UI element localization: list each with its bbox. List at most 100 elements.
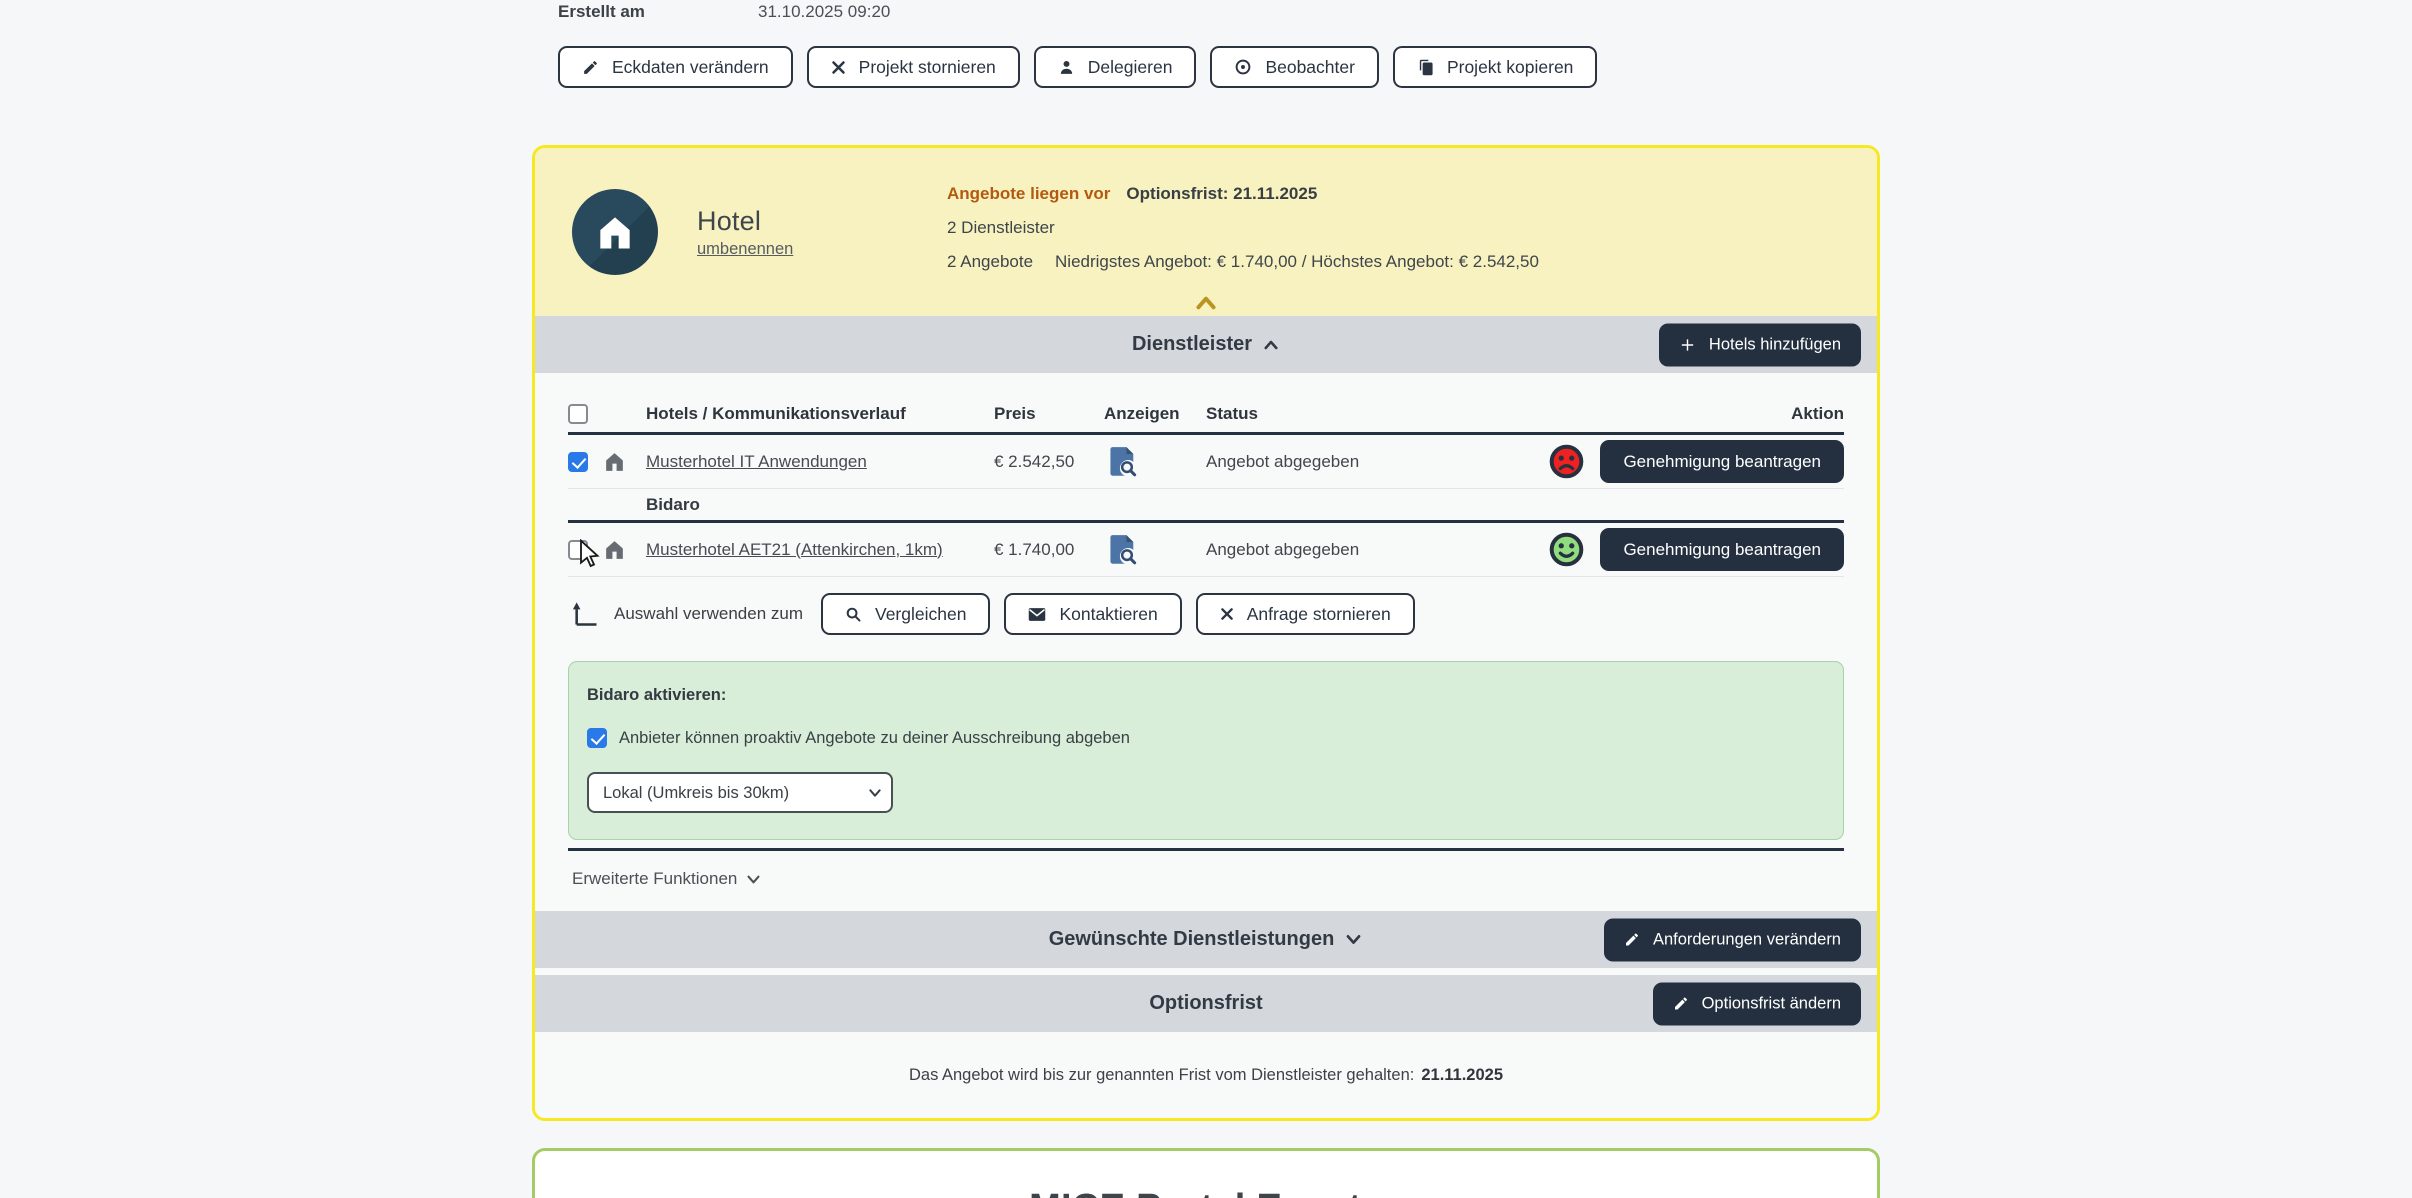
edit-core-data-button[interactable]: Eckdaten verändern: [558, 46, 793, 88]
selection-actions-row: Auswahl verwenden zum Vergleichen Kontak…: [568, 593, 1844, 635]
deadline-section-title-wrap: Optionsfrist: [1149, 992, 1262, 1015]
column-header-action: Aktion: [1791, 403, 1844, 423]
add-hotels-label: Hotels hinzufügen: [1708, 335, 1841, 353]
created-label: Erstellt am: [558, 2, 645, 21]
change-deadline-label: Optionsfrist ändern: [1701, 994, 1841, 1012]
status-cell: Angebot abgegeben: [1206, 451, 1360, 471]
copy-project-label: Projekt kopieren: [1446, 56, 1574, 77]
chevron-down-icon: [745, 873, 762, 886]
advanced-functions-link[interactable]: Erweiterte Funktionen: [568, 869, 1844, 895]
deadline-section-title: Optionsfrist: [1149, 992, 1263, 1014]
arrow-up-from-line-icon: [572, 601, 600, 627]
offer-summary: Angebote liegen vor Optionsfrist: 21.11.…: [947, 184, 1539, 272]
bidaro-panel: Bidaro aktivieren: Anbieter können proak…: [568, 661, 1844, 840]
deadline-note: Das Angebot wird bis zur genannten Frist…: [535, 1032, 1877, 1118]
bidaro-title: Bidaro aktivieren:: [587, 686, 727, 704]
compare-label: Vergleichen: [874, 603, 967, 624]
cancel-request-button[interactable]: Anfrage stornieren: [1195, 593, 1415, 635]
offers-count: 2 Angebote: [947, 252, 1034, 271]
providers-section-title: Dienstleister: [1131, 333, 1253, 355]
column-header-status: Status: [1206, 403, 1258, 423]
radius-select[interactable]: Lokal (Umkreis bis 30km): [587, 772, 893, 813]
selection-label: Auswahl verwenden zum: [614, 604, 803, 623]
providers-count: 2 Dienstleister: [947, 218, 1055, 237]
person-icon: [1058, 59, 1075, 76]
add-hotels-button[interactable]: Hotels hinzufügen: [1658, 323, 1861, 366]
copy-project-button[interactable]: Projekt kopieren: [1392, 46, 1598, 88]
chevron-up-icon[interactable]: [1193, 294, 1219, 312]
column-header-price: Preis: [994, 403, 1036, 423]
frown-face-icon: [1548, 443, 1585, 480]
compare-button[interactable]: Vergleichen: [820, 593, 991, 635]
contact-button[interactable]: Kontaktieren: [1004, 593, 1182, 635]
x-icon: [1220, 607, 1234, 621]
edit-core-data-label: Eckdaten verändern: [612, 56, 769, 77]
mice-portal-events-card: MICE Portal Events Hier können Sie weite…: [532, 1148, 1880, 1198]
table-bottom-divider: [568, 848, 1844, 851]
price-cell: € 2.542,50: [994, 451, 1075, 471]
option-deadline: Optionsfrist: 21.11.2025: [1126, 184, 1318, 203]
envelope-icon: [1028, 607, 1046, 622]
table-row: Musterhotel IT Anwendungen € 2.542,50 An…: [568, 435, 1844, 489]
document-search-icon[interactable]: [1108, 534, 1138, 566]
hotel-project-card: Hotel umbenennen Angebote liegen vor Opt…: [532, 145, 1880, 1121]
status-cell: Angebot abgegeben: [1206, 539, 1360, 559]
deadline-section-bar: Optionsfrist Optionsfrist ändern: [535, 975, 1877, 1032]
copy-icon: [1417, 59, 1434, 76]
x-icon: [831, 60, 846, 75]
column-header-hotels: Hotels / Kommunikationsverlauf: [646, 403, 906, 423]
change-requirements-button[interactable]: Anforderungen verändern: [1603, 918, 1861, 961]
created-value: 31.10.2025 09:20: [758, 2, 891, 21]
rename-link[interactable]: umbenennen: [697, 239, 794, 258]
table-row: Musterhotel AET21 (Attenkirchen, 1km) € …: [568, 523, 1844, 577]
chevron-up-icon: [1262, 338, 1280, 352]
request-approval-button[interactable]: Genehmigung beantragen: [1600, 528, 1844, 571]
advanced-functions-label: Erweiterte Funktionen: [572, 869, 738, 888]
row-checkbox[interactable]: [568, 539, 588, 560]
cancel-project-button[interactable]: Projekt stornieren: [806, 46, 1020, 88]
cancel-project-label: Projekt stornieren: [858, 56, 996, 77]
bidaro-checkbox-label: Anbieter können proaktiv Angebote zu dei…: [619, 728, 1130, 747]
delegate-button[interactable]: Delegieren: [1033, 46, 1197, 88]
request-approval-button[interactable]: Genehmigung beantragen: [1600, 440, 1844, 483]
pencil-icon: [1673, 996, 1689, 1012]
house-icon: [602, 449, 627, 474]
chevron-down-icon: [1344, 932, 1363, 947]
hotel-card-header: Hotel umbenennen Angebote liegen vor Opt…: [535, 148, 1877, 316]
hotel-link[interactable]: Musterhotel AET21 (Attenkirchen, 1km): [646, 539, 943, 559]
table-header-row: Hotels / Kommunikationsverlauf Preis Anz…: [568, 395, 1844, 435]
plus-icon: [1679, 336, 1696, 353]
project-toolbar: Eckdaten verändern Projekt stornieren De…: [532, 46, 1880, 88]
change-deadline-button[interactable]: Optionsfrist ändern: [1652, 982, 1861, 1025]
provider-group-row: Bidaro: [568, 489, 1844, 523]
offers-range: Niedrigstes Angebot: € 1.740,00 / Höchst…: [1055, 252, 1539, 271]
select-all-checkbox[interactable]: [568, 403, 588, 424]
document-search-icon[interactable]: [1108, 446, 1138, 478]
page-title: Hotel: [697, 205, 762, 236]
providers-section-bar: Dienstleister Hotels hinzufügen: [535, 316, 1877, 373]
providers-table: Hotels / Kommunikationsverlauf Preis Anz…: [535, 373, 1877, 911]
row-checkbox[interactable]: [568, 451, 588, 472]
providers-section-toggle[interactable]: Dienstleister: [1132, 333, 1280, 356]
price-cell: € 1.740,00: [994, 539, 1075, 559]
services-section-bar: Gewünschte Dienstleistungen Anforderunge…: [535, 911, 1877, 968]
services-section-title: Gewünschte Dienstleistungen: [1048, 928, 1335, 950]
magnifier-icon: [845, 606, 862, 623]
page: Erstellt am 31.10.2025 09:20 Eckdaten ve…: [532, 0, 1880, 1198]
bidaro-checkbox[interactable]: [587, 728, 607, 748]
house-icon: [593, 210, 637, 254]
change-requirements-label: Anforderungen verändern: [1652, 930, 1841, 948]
smile-face-icon: [1548, 531, 1585, 568]
contact-label: Kontaktieren: [1059, 603, 1158, 624]
services-section-toggle[interactable]: Gewünschte Dienstleistungen: [1049, 928, 1364, 951]
events-title: MICE Portal Events: [535, 1187, 1877, 1198]
deadline-note-date: 21.11.2025: [1421, 1065, 1504, 1084]
hotel-link[interactable]: Musterhotel IT Anwendungen: [646, 451, 867, 471]
status-badge: Angebote liegen vor: [947, 184, 1111, 203]
hotel-title-block: Hotel umbenennen: [697, 206, 793, 259]
cancel-request-label: Anfrage stornieren: [1246, 603, 1391, 624]
created-row: Erstellt am 31.10.2025 09:20: [532, 0, 1880, 22]
observer-button[interactable]: Beobachter: [1210, 46, 1379, 88]
hotel-avatar: [572, 189, 658, 275]
house-icon: [602, 537, 627, 562]
